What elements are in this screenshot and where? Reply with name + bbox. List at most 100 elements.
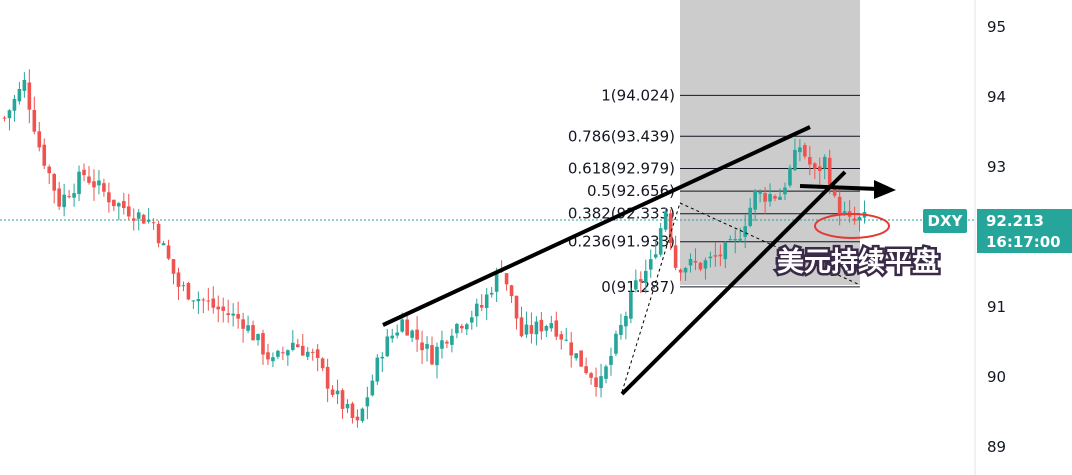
- candle-body: [678, 269, 683, 273]
- candle-body: [12, 98, 17, 111]
- candle-body: [345, 403, 350, 409]
- candle-body: [241, 319, 245, 329]
- candle-body: [817, 166, 822, 171]
- candle-body: [211, 298, 216, 308]
- candle-body: [281, 352, 285, 354]
- candle-body: [489, 292, 494, 295]
- candle-body: [539, 319, 544, 332]
- candle-body: [87, 176, 91, 183]
- candle-body: [82, 169, 86, 176]
- candle-body: [32, 109, 37, 132]
- candle-body: [842, 211, 847, 214]
- candle-body: [529, 325, 534, 334]
- candle-body: [738, 238, 743, 241]
- candle-body: [266, 352, 270, 360]
- candle-body: [191, 300, 196, 302]
- symbol-label: DXY: [928, 212, 964, 230]
- candle-body: [335, 390, 340, 395]
- lower-trendline: [620, 170, 847, 396]
- candle-body: [72, 193, 76, 198]
- candle-body: [658, 228, 663, 255]
- candle-body: [634, 280, 638, 290]
- candle-body: [176, 272, 181, 287]
- candle-body: [92, 181, 96, 188]
- candle-body: [465, 324, 469, 330]
- candle-body: [201, 299, 206, 301]
- candle-body: [648, 259, 653, 270]
- candle-body: [693, 261, 698, 263]
- candle-body: [151, 222, 156, 224]
- fib-level-label: 0(91.287): [601, 278, 675, 296]
- candle-body: [783, 187, 787, 195]
- fib-level-label: 0.786(93.439): [568, 127, 675, 145]
- candle-body: [803, 145, 807, 157]
- candle-body: [733, 238, 738, 241]
- candle-body: [723, 242, 728, 260]
- candle-body: [320, 358, 325, 369]
- candle-body: [445, 341, 449, 344]
- candle-body: [822, 156, 827, 169]
- candle-body: [584, 366, 588, 374]
- fib-dashed-line-2: [679, 202, 861, 286]
- candle-body: [773, 196, 777, 199]
- fib-dashed-line-1: [621, 202, 681, 393]
- candle-body: [171, 259, 176, 274]
- candle-body: [594, 377, 598, 387]
- candle-body: [365, 397, 370, 407]
- candle-body: [37, 131, 42, 148]
- candle-body: [330, 389, 335, 395]
- candle-body: [524, 324, 529, 335]
- fib-zone-rect: [680, 0, 860, 285]
- candle-body: [559, 334, 564, 340]
- candle-body: [619, 324, 623, 335]
- candle-body: [509, 285, 514, 297]
- candle-body: [544, 326, 549, 331]
- candle-body: [683, 268, 688, 273]
- candle-body: [206, 300, 211, 302]
- fib-zone: [680, 0, 860, 285]
- candle-body: [256, 333, 260, 341]
- candle-body: [713, 255, 718, 257]
- candle-body: [668, 213, 673, 244]
- candle-body: [574, 353, 578, 359]
- candle-body: [305, 351, 310, 357]
- candle-body: [405, 319, 409, 336]
- candle-body: [355, 416, 360, 421]
- fib-level-label: 0.618(92.979): [568, 159, 675, 177]
- candle-body: [629, 292, 633, 319]
- candle-body: [350, 403, 355, 419]
- candle-body: [484, 294, 489, 308]
- candle-body: [226, 313, 230, 316]
- candle-body: [808, 157, 812, 165]
- candle-body: [455, 324, 459, 334]
- arrow-head-icon: [874, 180, 896, 199]
- candle-body: [420, 342, 424, 351]
- candle-body: [295, 344, 300, 348]
- candle-body: [564, 339, 569, 341]
- candle-body: [231, 313, 235, 316]
- candle-body: [609, 355, 613, 365]
- candle-body: [221, 306, 226, 311]
- candle-body: [435, 346, 439, 366]
- candle-body: [126, 206, 131, 217]
- candle-body: [663, 211, 668, 230]
- candle-body: [474, 303, 479, 317]
- candle-body: [415, 329, 419, 340]
- candle-body: [703, 260, 708, 269]
- candle-body: [410, 330, 414, 338]
- candle-body: [286, 350, 290, 356]
- candle-body: [340, 390, 345, 409]
- candle-body: [430, 345, 434, 365]
- candle-body: [42, 144, 47, 166]
- candle-body: [718, 254, 723, 257]
- candle-body: [52, 174, 56, 191]
- candle-body: [161, 243, 166, 246]
- candle-body: [141, 214, 146, 224]
- candle-body: [360, 408, 365, 421]
- candle-body: [315, 349, 320, 358]
- candle-body: [688, 259, 693, 266]
- y-tick-label: 89: [987, 438, 1006, 456]
- candle-body: [534, 321, 539, 335]
- candle-body: [554, 320, 559, 337]
